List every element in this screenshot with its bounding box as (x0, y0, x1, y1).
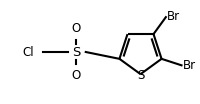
Text: S: S (137, 69, 144, 82)
Text: O: O (72, 69, 81, 82)
Text: Br: Br (167, 10, 180, 23)
Text: Cl: Cl (23, 46, 34, 58)
Text: Br: Br (183, 59, 196, 72)
Text: O: O (72, 22, 81, 35)
Text: S: S (72, 46, 81, 58)
